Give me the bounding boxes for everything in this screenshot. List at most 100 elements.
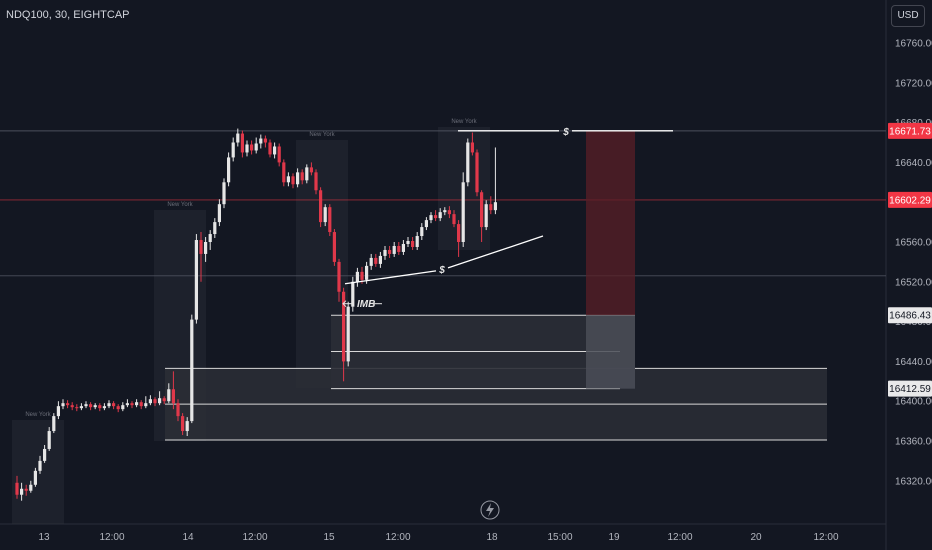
x-tick-label: 15 <box>323 532 335 543</box>
currency-button[interactable]: USD <box>891 5 925 27</box>
candle-body <box>227 157 231 183</box>
candle-body <box>52 416 56 432</box>
candle-body <box>493 202 497 211</box>
candle-body <box>70 405 74 408</box>
candle-body <box>121 405 125 410</box>
y-tick-label: 16440.00 <box>895 357 932 368</box>
x-tick-label: 20 <box>750 532 762 543</box>
y-tick-label: 16760.00 <box>895 39 932 50</box>
candle-body <box>98 405 102 409</box>
candle-body <box>15 482 19 495</box>
x-tick-label: 12:00 <box>242 532 267 543</box>
candle-body <box>107 403 111 407</box>
candle-body <box>259 138 263 144</box>
risk-box <box>586 130 635 316</box>
candle-body <box>125 403 129 406</box>
liquidity-label: $ <box>438 265 445 276</box>
y-tick-label: 16720.00 <box>895 78 932 89</box>
candle-body <box>135 402 139 406</box>
candle-body <box>447 210 451 215</box>
candle-body <box>346 306 350 362</box>
price-badge <box>888 191 932 208</box>
candle-body <box>199 240 203 254</box>
candle-body <box>144 403 148 407</box>
y-tick-label: 16360.00 <box>895 437 932 448</box>
candle-body <box>484 204 488 228</box>
candle-body <box>268 142 272 155</box>
candle-body <box>139 402 143 407</box>
price-badge <box>888 122 932 139</box>
candle-body <box>420 227 424 237</box>
price-badges: 16671.73 16602.29 16486.43 16412.59 <box>888 122 932 397</box>
price-badge-label: 16486.43 <box>889 311 931 322</box>
candle-body <box>208 234 212 242</box>
price-badge <box>888 380 932 397</box>
candle-body <box>24 488 28 491</box>
trendline <box>447 235 544 269</box>
candle-body <box>245 144 249 153</box>
candle-body <box>236 133 240 143</box>
candle-body <box>319 190 323 223</box>
candle-body <box>254 143 258 151</box>
candle-body <box>475 152 479 193</box>
x-tick-label: 12:00 <box>813 532 838 543</box>
candles <box>15 128 497 501</box>
price-badge <box>888 307 932 324</box>
x-tick-label: 12:00 <box>99 532 124 543</box>
candle-body <box>355 271 359 282</box>
session-label: New York <box>25 412 51 418</box>
candle-body <box>378 255 382 264</box>
candle-body <box>75 407 79 409</box>
candle-body <box>213 222 217 235</box>
candle-body <box>314 172 318 191</box>
candle-body <box>342 291 346 362</box>
candle-body <box>176 403 180 417</box>
y-tick-label: 16520.00 <box>895 277 932 288</box>
candle-body <box>452 214 456 225</box>
candle-body <box>415 236 419 247</box>
candle-body <box>406 241 410 244</box>
lightning-icon[interactable] <box>480 500 500 520</box>
candle-body <box>351 281 355 307</box>
candle-body <box>194 240 198 320</box>
candle-body <box>79 406 83 409</box>
candle-body <box>66 403 70 406</box>
candle-body <box>489 204 493 211</box>
candle-body <box>388 249 392 254</box>
candle-body <box>47 431 51 449</box>
candle-body <box>56 406 60 417</box>
symbol-title: NDQ100, 30, EIGHTCAP <box>6 9 130 21</box>
candle-body <box>167 389 171 402</box>
candle-body <box>424 220 428 228</box>
x-tick-label: 18 <box>486 532 498 543</box>
trendline <box>344 270 437 285</box>
reward-box <box>586 315 635 389</box>
price-badge-label: 16671.73 <box>889 126 931 137</box>
price-badge-label: 16412.59 <box>889 384 931 395</box>
candle-body <box>443 210 447 213</box>
candle-body <box>401 243 405 252</box>
candle-body <box>332 232 336 262</box>
candle-body <box>162 398 166 402</box>
candle-body <box>112 403 116 407</box>
candle-body <box>185 421 189 432</box>
x-tick-label: 15:00 <box>547 532 572 543</box>
zones <box>0 130 886 441</box>
candle-body <box>282 162 286 183</box>
candle-body <box>466 142 470 183</box>
candle-body <box>374 257 378 264</box>
candle-body <box>429 215 433 221</box>
candle-body <box>365 265 369 280</box>
session-label: New York <box>451 119 477 125</box>
candle-body <box>291 176 295 185</box>
candle-body <box>300 172 304 181</box>
candle-body <box>190 319 194 422</box>
lightning-icon-ring <box>480 500 500 520</box>
candle-body <box>130 403 134 406</box>
candle-body <box>461 182 465 242</box>
candle-body <box>480 192 484 228</box>
candle-body <box>369 257 373 266</box>
candle-body <box>61 403 65 407</box>
session-label: New York <box>167 202 193 208</box>
